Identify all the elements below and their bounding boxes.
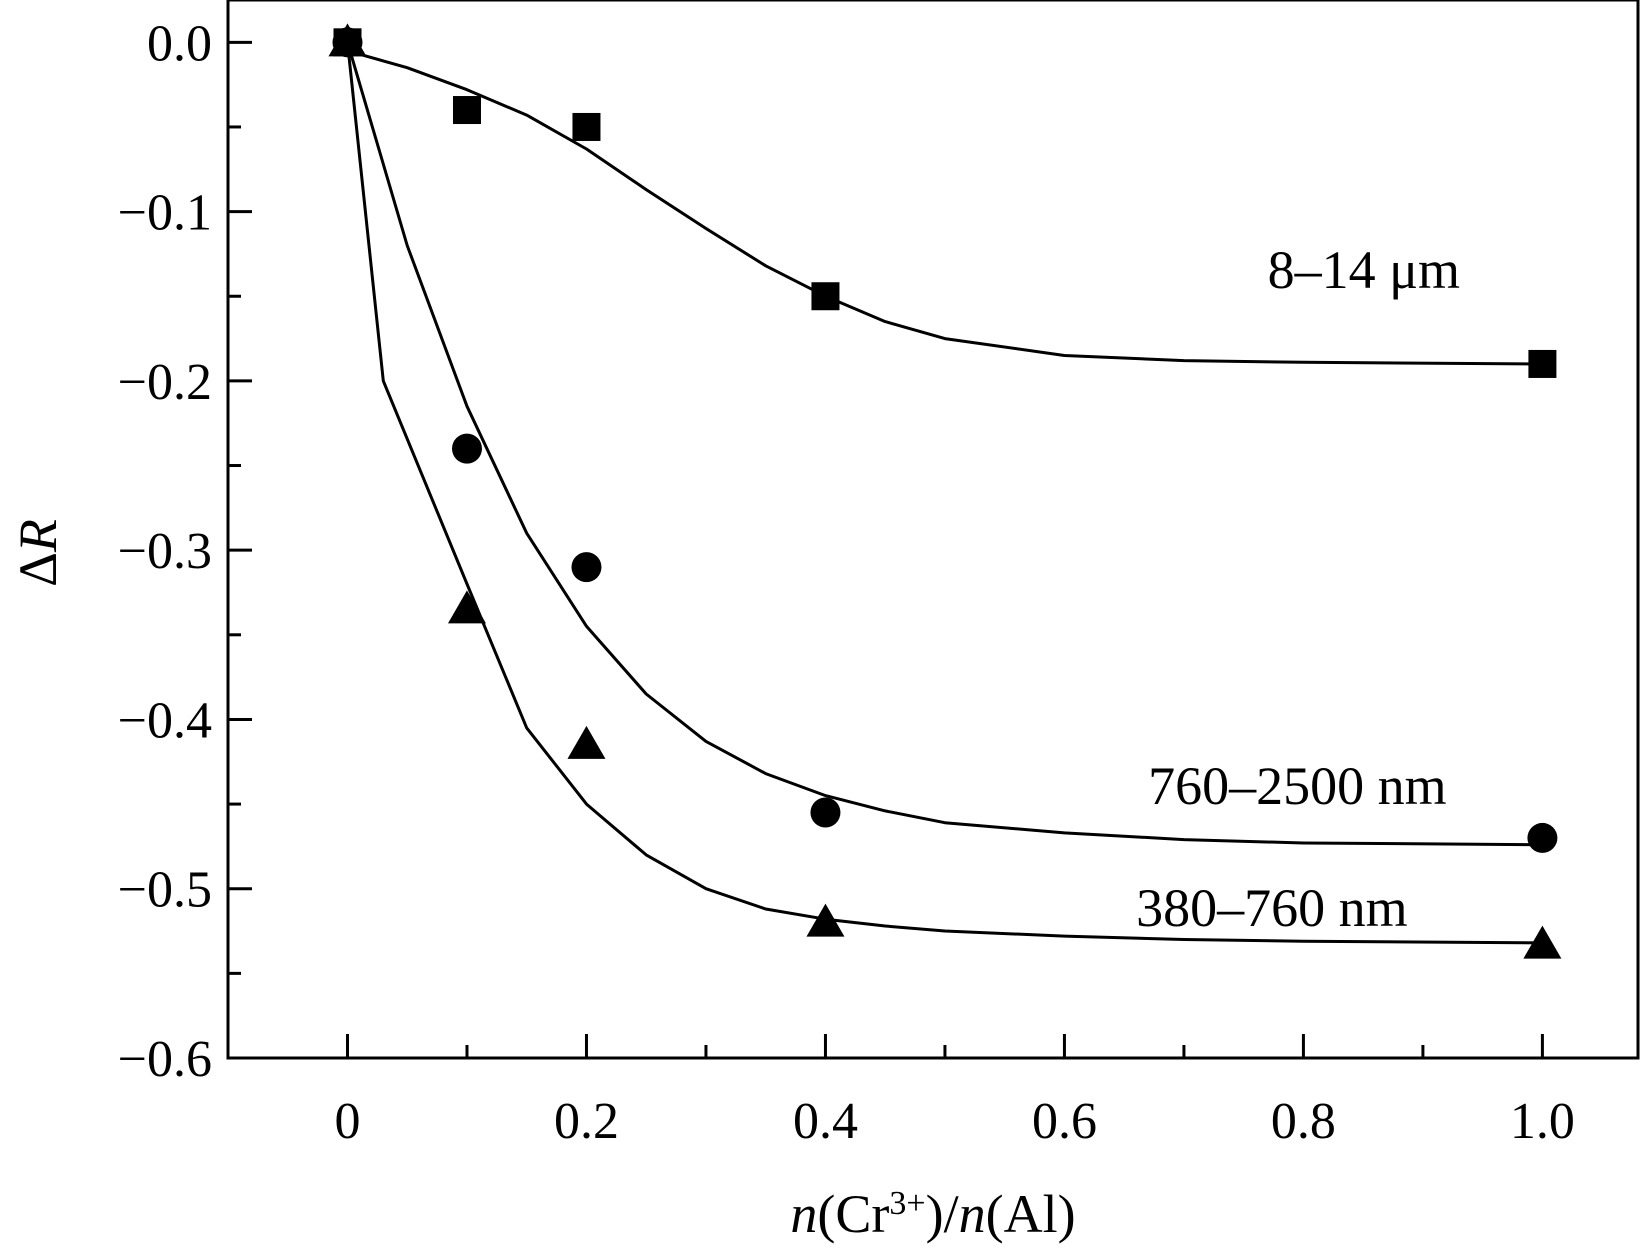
x-tick-label: 0.4 <box>793 1093 858 1150</box>
data-point-circle <box>571 552 602 583</box>
data-point-square <box>452 96 481 125</box>
x-axis-ticks: 0 0.2 0.4 0.6 0.8 1.0 <box>226 1034 1575 1150</box>
y-tick-label: −0.2 <box>118 354 212 411</box>
data-point-triangle <box>447 590 486 624</box>
fit-curve <box>346 42 1543 945</box>
y-tick-label: −0.5 <box>118 862 212 919</box>
y-tick-label: 0.0 <box>147 15 212 72</box>
x-tick-label: 1.0 <box>1510 1093 1575 1150</box>
data-point-circle <box>810 797 841 828</box>
data-point-square <box>1528 349 1557 378</box>
x-tick-label: 0.2 <box>554 1093 619 1150</box>
series-labels: 8–14 μm 760–2500 nm 380–760 nm <box>1136 240 1460 938</box>
data-markers <box>328 23 1562 959</box>
data-point-circle <box>1527 822 1558 853</box>
data-point-triangle <box>567 725 606 759</box>
plot-frame <box>226 0 1640 1060</box>
fit-curve <box>346 41 1543 847</box>
fit-curve <box>347 49 1543 366</box>
y-tick-label: −0.4 <box>118 692 212 749</box>
y-tick-label: −0.3 <box>118 523 212 580</box>
fit-curves <box>346 41 1543 945</box>
series-label: 760–2500 nm <box>1148 756 1447 816</box>
x-tick-label: 0.8 <box>1271 1093 1336 1150</box>
y-tick-label: −0.6 <box>118 1031 212 1088</box>
data-point-circle <box>451 433 482 464</box>
data-point-triangle <box>806 903 845 937</box>
x-tick-label: 0.6 <box>1032 1093 1097 1150</box>
x-tick-label: 0 <box>334 1093 360 1150</box>
series-label: 380–760 nm <box>1136 878 1408 938</box>
y-tick-label: −0.1 <box>118 185 212 242</box>
data-point-square <box>572 112 601 141</box>
y-axis-title: ΔR <box>8 519 68 587</box>
y-axis-ticks: 0.0 −0.1 −0.2 −0.3 −0.4 −0.5 −0.6 <box>118 15 252 1088</box>
data-point-triangle <box>1523 925 1562 959</box>
data-point-triangle <box>328 23 367 57</box>
data-point-square <box>811 282 840 311</box>
x-axis-title: n(Cr3+)/n(Al) <box>790 1184 1075 1244</box>
series-label: 8–14 μm <box>1268 240 1460 300</box>
